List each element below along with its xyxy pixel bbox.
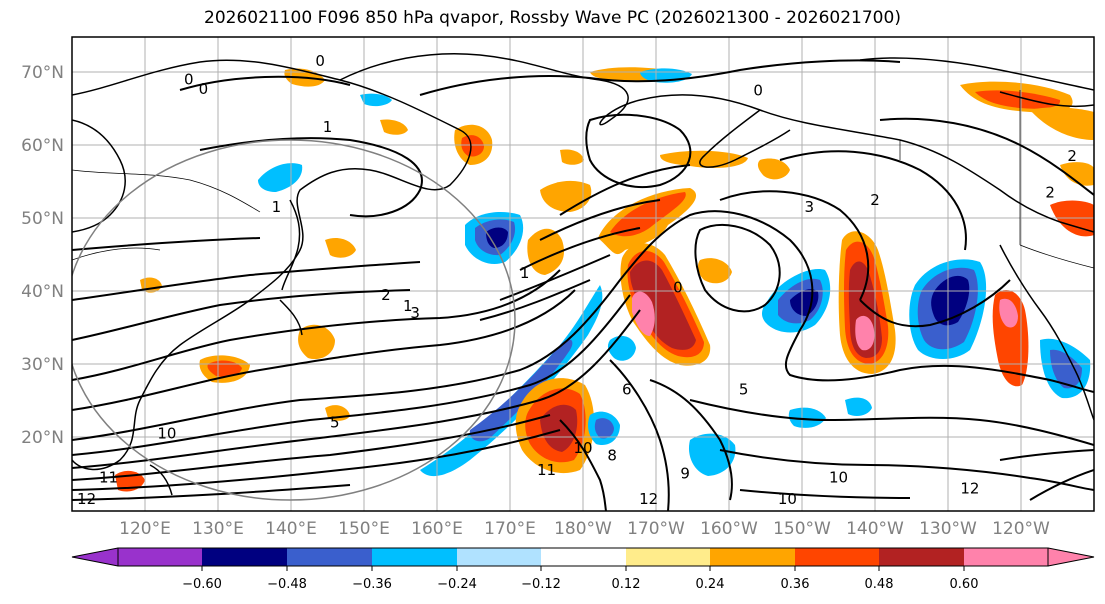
lon-label: 170°E — [484, 519, 536, 539]
lon-label: 130°E — [192, 519, 244, 539]
contour-label: 0 — [184, 70, 194, 88]
colorbar-segment — [457, 548, 541, 566]
lon-label: 170°W — [627, 519, 685, 539]
contour-label: 2 — [870, 191, 880, 209]
lat-label: 30°N — [21, 355, 64, 375]
contour-label: 9 — [680, 465, 690, 483]
lon-label: 120°E — [119, 519, 171, 539]
contour-label: 10 — [778, 490, 797, 508]
colorbar-segment — [626, 548, 710, 566]
colorbar-segment — [710, 548, 795, 566]
contour-label: 8 — [607, 446, 617, 464]
colorbar-tick-label: 0.12 — [612, 577, 641, 592]
contour-label: 2 — [381, 286, 391, 304]
lon-label: 140°E — [265, 519, 317, 539]
colorbar-tick-label: −0.60 — [182, 577, 222, 592]
lon-label: 120°W — [992, 519, 1050, 539]
contour-label: 10 — [157, 425, 176, 443]
colorbar: −0.60 −0.48 −0.36 −0.24 −0.12 0.12 0.24 0.36 0.4… — [71, 547, 1095, 592]
contour-label: 12 — [960, 479, 979, 497]
lat-label: 60°N — [21, 136, 64, 156]
contour-label: 2 — [1045, 184, 1055, 202]
contour-label: 0 — [199, 80, 209, 98]
contour-label: 1 — [272, 198, 282, 216]
latitude-labels: 70°N 60°N 50°N 40°N 30°N 20°N — [21, 63, 64, 448]
lon-label: 160°E — [411, 519, 463, 539]
contour-label: 10 — [573, 439, 592, 457]
colorbar-tick-label: −0.48 — [267, 577, 307, 592]
contour-label: 0 — [673, 279, 683, 297]
contour-label: 2 — [1067, 147, 1077, 165]
longitude-labels: 120°E 130°E 140°E 150°E 160°E 170°E 180°… — [119, 519, 1050, 539]
colorbar-segment — [879, 548, 964, 566]
lat-label: 50°N — [21, 209, 64, 229]
colorbar-tick-label: 0.36 — [781, 577, 810, 592]
colorbar-tick-label: −0.24 — [437, 577, 477, 592]
graticule — [72, 37, 1094, 511]
contour-label: 5 — [330, 414, 340, 432]
rossby-wave-ellipse — [72, 139, 516, 501]
lon-label: 140°W — [846, 519, 904, 539]
contour-label: 11 — [537, 461, 556, 479]
lon-label: 160°W — [700, 519, 758, 539]
contour-label: 3 — [410, 304, 420, 322]
contour-label: 6 — [622, 381, 632, 399]
lat-label: 40°N — [21, 282, 64, 302]
contour-labels: 0000111032221230896510111111121210108910… — [77, 52, 1077, 508]
contour-label: 11 — [99, 468, 118, 486]
contour-label: 1 — [403, 297, 413, 315]
lon-label: 150°W — [773, 519, 831, 539]
colorbar-segment — [795, 548, 879, 566]
contour-label: 0 — [315, 52, 325, 70]
colorbar-tick-label: 0.24 — [696, 577, 725, 592]
colorbar-tick-label: −0.12 — [521, 577, 561, 592]
colorbar-tick-label: −0.36 — [352, 577, 392, 592]
contour-label: 1 — [520, 264, 530, 282]
colorbar-segment — [118, 548, 202, 566]
colorbar-tick-label: 0.60 — [950, 577, 979, 592]
coastlines — [72, 52, 1094, 496]
borders — [72, 90, 1094, 269]
contour-label: 1 — [323, 118, 333, 136]
colorbar-segment — [202, 548, 287, 566]
colorbar-segment — [964, 548, 1048, 566]
contour-label: 5 — [739, 381, 749, 399]
contour-label: 12 — [639, 490, 658, 508]
contour-label: 10 — [829, 468, 848, 486]
map-title: 2026021100 F096 850 hPa qvapor, Rossby W… — [204, 8, 901, 28]
map-frame — [71, 36, 1095, 512]
colorbar-segment — [372, 548, 457, 566]
lon-label: 150°E — [338, 519, 390, 539]
lat-label: 70°N — [21, 63, 64, 83]
lat-label: 20°N — [21, 428, 64, 448]
colorbar-extend-low — [72, 548, 118, 566]
lon-label: 180°W — [554, 519, 612, 539]
contour-label: 12 — [77, 490, 96, 508]
contour-lines — [72, 59, 1094, 511]
colorbar-segment — [541, 548, 626, 566]
colorbar-extend-high — [1048, 548, 1094, 566]
colorbar-tick-label: 0.48 — [865, 577, 894, 592]
lon-label: 130°W — [919, 519, 977, 539]
contour-label: 0 — [753, 81, 763, 99]
colorbar-segment — [287, 548, 372, 566]
contour-label: 3 — [805, 198, 815, 216]
